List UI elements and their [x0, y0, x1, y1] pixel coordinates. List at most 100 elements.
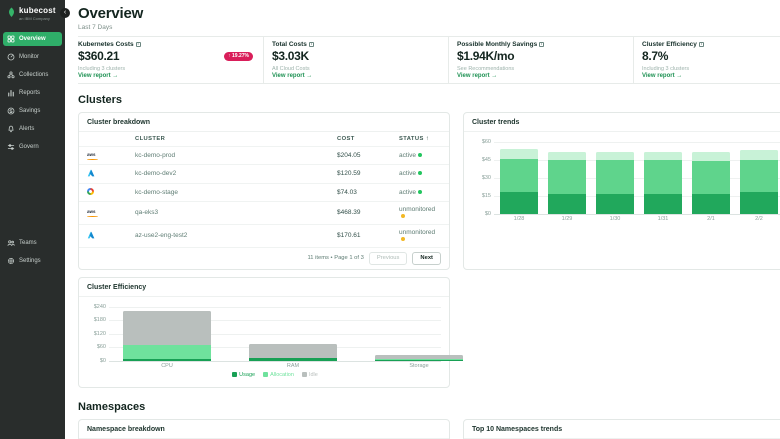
legend-swatch — [263, 372, 269, 377]
stat-card-value: $360.21 — [78, 49, 120, 63]
column-header-cost[interactable]: COST — [337, 136, 355, 142]
info-icon[interactable]: i — [308, 42, 314, 47]
page-header: Overview Last 7 Days — [65, 0, 780, 31]
cluster-breakdown-table: CLUSTER COST STATUS ↑ aws kc-demo-prod $204.0… — [79, 132, 449, 247]
view-report-link[interactable]: View report → — [642, 73, 683, 79]
sidebar-item-teams[interactable]: Teams — [3, 236, 62, 250]
kubecost-logo[interactable]: kubecost an IBM Company — [0, 0, 65, 26]
sidebar-item-label: Teams — [19, 240, 37, 246]
y-axis-tick-label: $30 — [481, 175, 491, 181]
bar-segment-cluster-cost-dark — [596, 193, 634, 214]
sidebar-item-alerts[interactable]: Alerts — [3, 122, 62, 136]
info-icon[interactable]: i — [698, 42, 704, 47]
view-report-link[interactable]: View report → — [457, 73, 498, 79]
view-report-link[interactable]: View report → — [272, 73, 313, 79]
y-axis-tick-label: $15 — [481, 193, 491, 199]
x-axis-labels: 1/281/291/301/312/12/22/3 — [494, 216, 780, 222]
stat-card-note: Including 3 clusters — [642, 66, 690, 72]
y-axis-tick-label: $60 — [96, 344, 106, 350]
column-header-cluster[interactable]: CLUSTER — [135, 136, 166, 142]
sidebar-collapse-toggle[interactable]: ‹ — [60, 8, 70, 18]
table-row[interactable]: aws kc-demo-prod $204.05 active — [79, 146, 449, 164]
sidebar-item-label: Reports — [19, 90, 41, 96]
namespace-trends-title: Top 10 Namespaces trends — [464, 420, 780, 439]
govern-sliders-icon — [7, 143, 15, 151]
sidebar-item-monitor[interactable]: Monitor — [3, 50, 62, 64]
info-icon[interactable]: i — [135, 42, 141, 47]
provider-cell — [79, 182, 127, 201]
clusters-row: Cluster breakdown CLUSTER COST STATUS ↑ aws… — [78, 112, 780, 270]
y-axis-tick-label: $45 — [481, 157, 491, 163]
sidebar-item-label: Savings — [19, 108, 41, 114]
sidebar-item-reports[interactable]: Reports — [3, 86, 62, 100]
cluster-table-header-row: CLUSTER COST STATUS ↑ — [79, 132, 449, 147]
efficiency-row: Cluster Efficiency $240 $180 $120 $60 $0 CPU R… — [78, 276, 780, 388]
sidebar-item-label: Collections — [19, 72, 49, 78]
column-header-status[interactable]: STATUS ↑ — [399, 136, 430, 142]
next-page-button[interactable]: Next — [412, 251, 441, 265]
sidebar-item-savings[interactable]: Savings — [3, 104, 62, 118]
page-subtitle: Last 7 Days — [78, 24, 113, 31]
table-row[interactable]: aws qa-eks3 $468.39 unmonitored — [79, 200, 449, 224]
info-icon[interactable]: i — [539, 42, 545, 47]
stat-card-label-text: Kubernetes Costs — [78, 41, 134, 48]
chart-bars — [494, 142, 780, 214]
bar-segment-allocation — [123, 344, 211, 359]
y-axis-tick-label: $60 — [481, 139, 491, 145]
legend-item-allocation: Allocation — [263, 372, 294, 378]
column-header-provider[interactable] — [79, 132, 127, 147]
namespaces-heading: Namespaces — [78, 400, 146, 413]
stat-card-value: $3.03K — [272, 49, 309, 63]
stat-card-value-row: $360.21 ↑ 19.27% — [78, 49, 257, 63]
azure-logo-icon — [87, 231, 95, 239]
table-row[interactable]: az-use2-eng-test2 $170.61 unmonitored — [79, 223, 449, 247]
stat-card-label: Cluster Efficiency i — [642, 41, 780, 48]
table-row[interactable]: kc-demo-dev2 $120.59 active — [79, 163, 449, 183]
x-axis-tick-label: CPU — [161, 362, 173, 369]
bar-2-2 — [740, 150, 778, 214]
previous-page-button[interactable]: Previous — [368, 251, 408, 265]
teams-people-icon — [7, 239, 15, 247]
provider-cell: aws — [79, 146, 127, 164]
brand-subtitle: an IBM Company — [19, 16, 50, 21]
main-content: Overview Last 7 Days Kubernetes Costs i $3… — [65, 0, 780, 439]
chart-legend: Usage Allocation Idle — [109, 369, 441, 383]
stat-card-note: Including 3 clusters — [78, 66, 126, 72]
gcp-logo-icon — [87, 187, 94, 195]
sidebar: kubecost an IBM Company Overview Monitor C… — [0, 0, 65, 439]
legend-label: Usage — [239, 371, 256, 378]
cost-cell: $170.61 — [329, 223, 391, 247]
sidebar-item-collections[interactable]: Collections — [3, 68, 62, 82]
y-axis-tick-label: $0 — [484, 211, 491, 217]
sidebar-item-label: Monitor — [19, 54, 40, 60]
reports-bars-icon — [7, 89, 15, 97]
stat-card-total-costs: Total Costs i $3.03K All Cloud Costs View re… — [263, 37, 448, 83]
table-row[interactable]: kc-demo-stage $74.03 active — [79, 182, 449, 201]
stat-card-label: Kubernetes Costs i — [78, 41, 257, 48]
view-report-link[interactable]: View report → — [78, 73, 119, 79]
bar-segment-cluster-cost-light — [500, 149, 538, 159]
sidebar-item-settings[interactable]: Settings — [3, 254, 62, 268]
status-dot-active — [417, 171, 422, 176]
stat-card-label: Total Costs i — [272, 41, 442, 48]
status-dot-unmonitored — [401, 236, 405, 241]
cost-cell: $120.59 — [329, 163, 391, 183]
cluster-table: CLUSTER COST STATUS ↑ aws kc-demo-prod $204.0… — [79, 132, 449, 247]
sidebar-item-overview[interactable]: Overview — [3, 32, 62, 46]
stat-card-label-text: Cluster Efficiency — [642, 41, 697, 48]
stat-card-label: Possible Monthly Savings i — [457, 41, 627, 48]
bar-1-29 — [548, 151, 586, 214]
cluster-trends-title: Cluster trends — [464, 113, 780, 132]
cluster-name-cell: kc-demo-dev2 — [127, 163, 329, 183]
bar-segment-cluster-cost-light — [740, 150, 778, 161]
trend-badge: ↑ 19.27% — [224, 51, 253, 61]
bar-segment-idle — [123, 311, 211, 345]
gridline — [109, 333, 441, 335]
legend-swatch — [232, 372, 238, 377]
status-cell: active — [391, 146, 449, 164]
sidebar-item-govern[interactable]: Govern — [3, 140, 62, 154]
gridline — [494, 142, 780, 143]
gridline — [494, 214, 780, 215]
sidebar-item-label: Alerts — [19, 126, 35, 132]
